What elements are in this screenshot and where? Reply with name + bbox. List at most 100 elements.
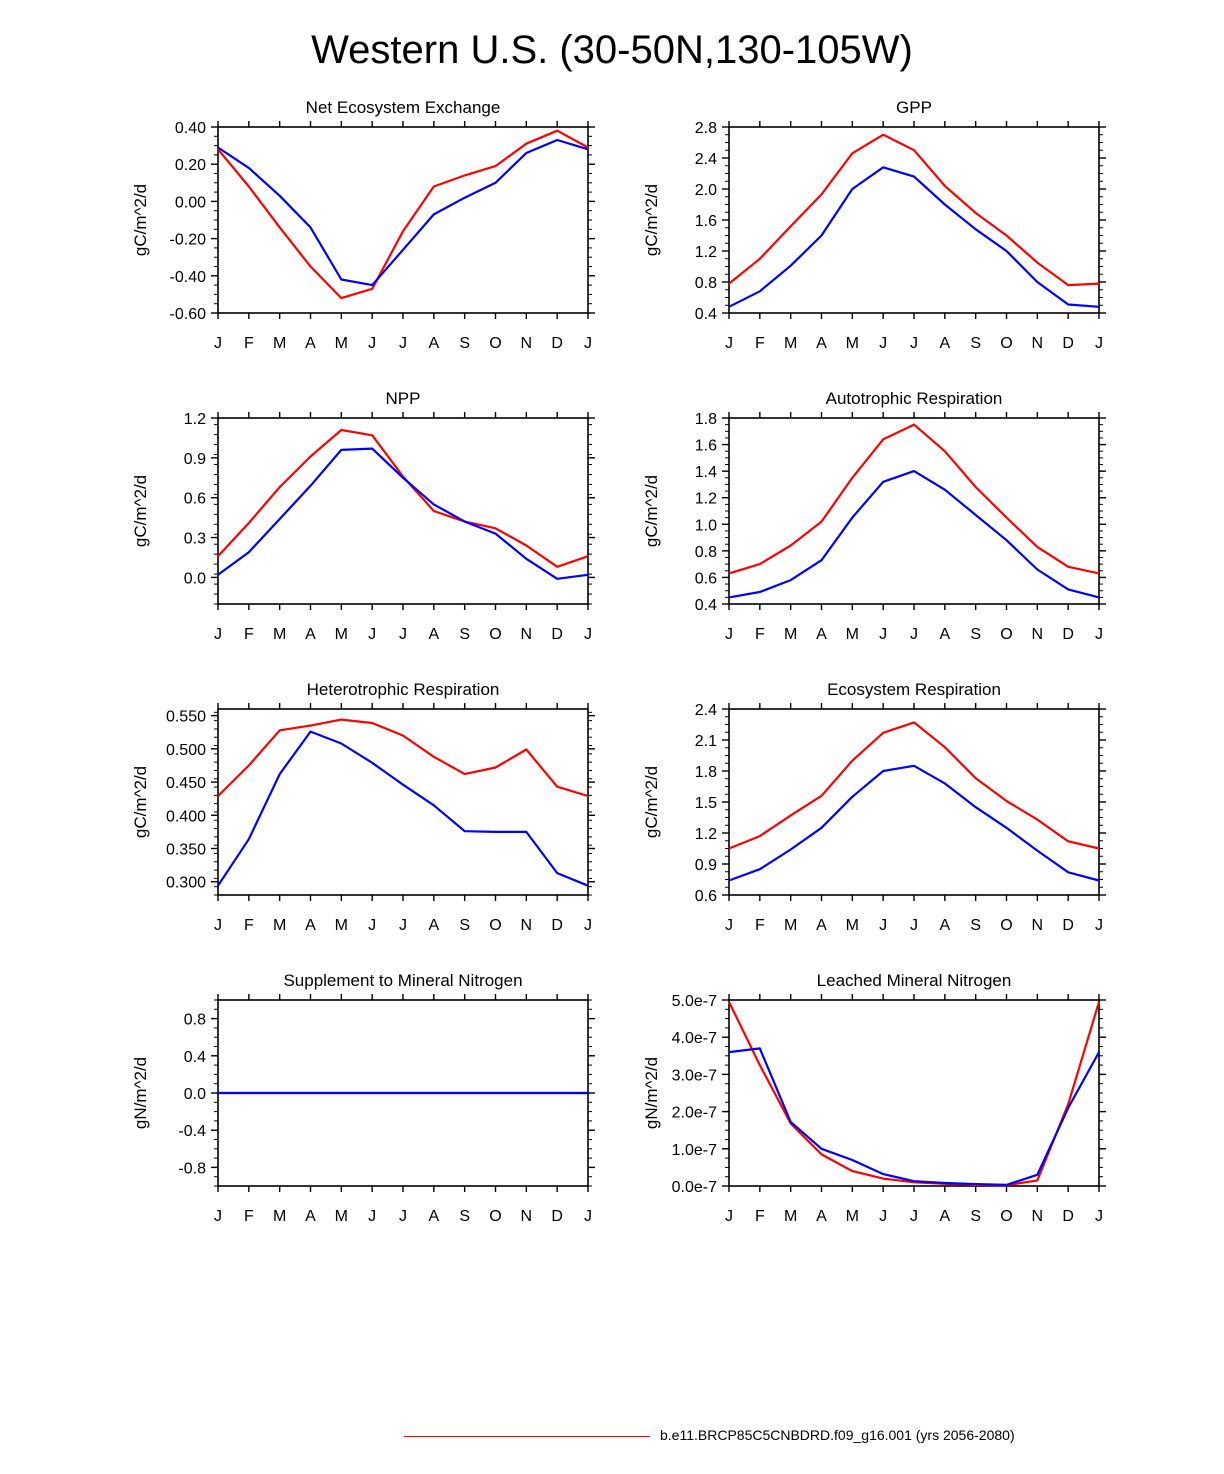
x-tick-label: J: [214, 917, 222, 934]
y-axis-label: gC/m^2/d: [131, 766, 150, 838]
y-tick-label: 1.5: [695, 795, 717, 812]
plot-frame: [217, 417, 589, 605]
y-tick-label: 0.300: [166, 875, 206, 892]
y-tick-label: 0.4: [695, 597, 717, 614]
x-tick-label: O: [1000, 1208, 1012, 1225]
x-tick-label: S: [459, 1208, 470, 1225]
x-tick-label: J: [725, 1208, 733, 1225]
plot-frame: [728, 999, 1100, 1187]
x-tick-label: N: [1032, 917, 1044, 934]
y-axis-label: gN/m^2/d: [642, 1057, 661, 1129]
y-tick-label: 0.9: [184, 451, 206, 468]
x-tick-label: J: [725, 335, 733, 352]
y-tick-label: 1.0e-7: [672, 1142, 717, 1159]
x-tick-label: N: [1032, 1208, 1044, 1225]
x-tick-label: O: [489, 917, 501, 934]
y-tick-label: 0.0: [184, 1086, 206, 1103]
x-tick-label: S: [970, 335, 981, 352]
x-tick-label: M: [335, 335, 348, 352]
x-tick-label: J: [214, 626, 222, 643]
y-tick-label: -0.40: [170, 269, 207, 286]
x-tick-label: D: [1062, 626, 1074, 643]
chart-panel-4: Autotrophic Respiration gC/m^2/d J F M A M J J A S…: [642, 389, 1106, 643]
chart-panel-7: Supplement to Mineral Nitrogen gN/m^2/d J F…: [131, 971, 595, 1225]
x-tick-label: D: [1062, 1208, 1074, 1225]
x-tick-label: J: [879, 1208, 887, 1225]
y-tick-label: 0.40: [175, 120, 206, 137]
x-tick-label: A: [939, 1208, 950, 1225]
x-tick-label: J: [1095, 1208, 1103, 1225]
x-tick-label: M: [335, 626, 348, 643]
x-tick-label: F: [244, 917, 254, 934]
y-tick-label: 1.2: [695, 244, 717, 261]
x-tick-label: J: [879, 335, 887, 352]
y-tick-label: 1.0: [695, 517, 717, 534]
chart-title: Heterotrophic Respiration: [307, 680, 500, 699]
x-tick-label: J: [910, 1208, 918, 1225]
y-tick-label: 0.3: [184, 531, 206, 548]
y-tick-label: 0.450: [166, 775, 206, 792]
x-tick-label: A: [428, 1208, 439, 1225]
plot-frame: [728, 708, 1100, 896]
x-tick-label: F: [755, 335, 765, 352]
y-tick-label: -0.20: [170, 232, 207, 249]
x-tick-label: A: [816, 335, 827, 352]
series-line-red: [217, 718, 589, 798]
x-tick-label: D: [1062, 335, 1074, 352]
x-tick-label: M: [784, 1208, 797, 1225]
x-tick-label: J: [879, 626, 887, 643]
x-tick-label: M: [846, 335, 859, 352]
x-tick-label: J: [584, 335, 592, 352]
y-tick-label: 0.400: [166, 808, 206, 825]
chart-title: Supplement to Mineral Nitrogen: [283, 971, 522, 990]
y-tick-label: -0.8: [178, 1160, 206, 1177]
y-tick-label: 1.8: [695, 411, 717, 428]
x-tick-label: J: [725, 626, 733, 643]
y-tick-label: 0.4: [695, 306, 717, 323]
x-tick-label: M: [335, 917, 348, 934]
x-tick-label: D: [1062, 917, 1074, 934]
x-tick-label: F: [244, 626, 254, 643]
series-line-red: [728, 423, 1100, 575]
series-line-blue: [728, 470, 1100, 599]
x-tick-label: M: [846, 1208, 859, 1225]
x-tick-label: J: [910, 917, 918, 934]
y-tick-label: 0.350: [166, 842, 206, 859]
series-line-red: [728, 1001, 1101, 1187]
plot-frame: [728, 126, 1100, 314]
y-axis-label: gC/m^2/d: [131, 184, 150, 256]
y-tick-label: 2.8: [695, 120, 717, 137]
legend-label: b.e11.BRCP85C5CNBDRD.f09_g16.001 (yrs 20…: [660, 1427, 1015, 1443]
y-tick-label: 2.4: [695, 151, 717, 168]
x-tick-label: D: [551, 335, 563, 352]
series-line-blue: [217, 447, 589, 580]
chart-title: Autotrophic Respiration: [826, 389, 1003, 408]
x-tick-label: S: [459, 335, 470, 352]
x-tick-label: D: [551, 917, 563, 934]
x-tick-label: A: [939, 917, 950, 934]
chart-panel-2: GPP gC/m^2/d J F M A M J J A S O N D J 0.4 0.8 1.2 1.6 2.0 2…: [642, 98, 1106, 352]
x-tick-label: M: [846, 917, 859, 934]
x-tick-label: N: [1032, 335, 1044, 352]
x-tick-label: J: [910, 626, 918, 643]
y-tick-label: 0.8: [695, 275, 717, 292]
chart-panel-8: Leached Mineral Nitrogen gN/m^2/d J F M A M J J A…: [642, 971, 1106, 1225]
series-line-red: [728, 721, 1100, 850]
series-line-red: [217, 428, 589, 568]
y-tick-label: 0.4: [184, 1049, 206, 1066]
x-tick-label: A: [428, 335, 439, 352]
x-tick-label: M: [784, 626, 797, 643]
y-tick-label: 1.2: [695, 491, 717, 508]
y-tick-label: 0.500: [166, 742, 206, 759]
y-tick-label: 0.9: [695, 857, 717, 874]
x-tick-label: J: [584, 626, 592, 643]
y-tick-label: 0.8: [184, 1012, 206, 1029]
x-tick-label: J: [368, 917, 376, 934]
x-tick-label: A: [816, 917, 827, 934]
x-tick-label: O: [489, 1208, 501, 1225]
x-tick-label: F: [244, 1208, 254, 1225]
y-axis-label: gC/m^2/d: [642, 766, 661, 838]
x-tick-label: J: [214, 335, 222, 352]
x-tick-label: A: [305, 1208, 316, 1225]
x-tick-label: F: [755, 1208, 765, 1225]
